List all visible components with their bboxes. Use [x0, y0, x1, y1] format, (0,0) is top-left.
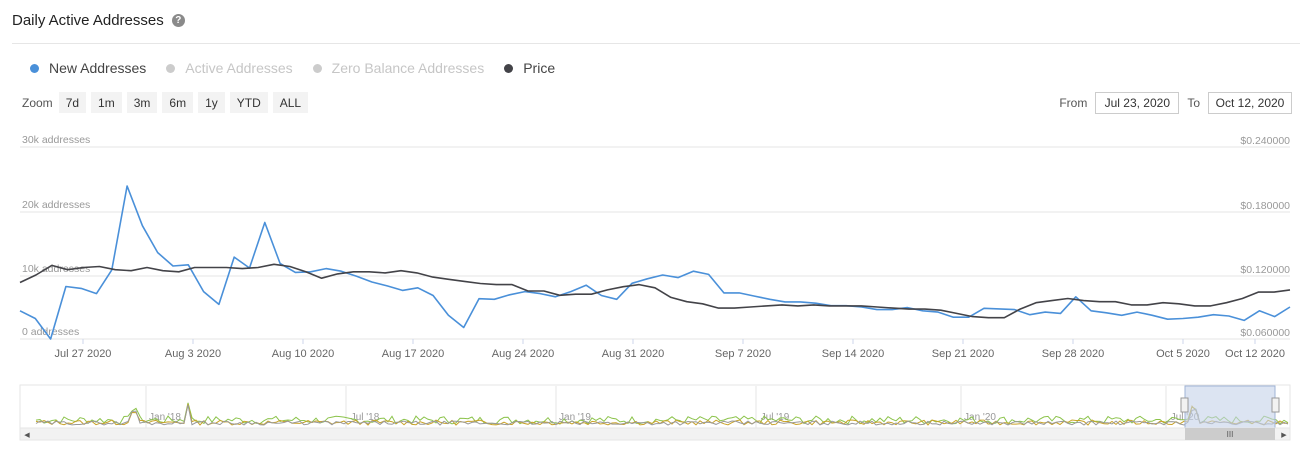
y-right-tick-label: $0.180000 — [1240, 200, 1290, 212]
navigator-left-handle[interactable] — [1180, 397, 1189, 413]
y-right-tick-label: $0.120000 — [1240, 264, 1290, 276]
y-right-tick-label: $0.060000 — [1240, 327, 1290, 339]
legend-dot — [30, 63, 39, 73]
legend-item-active-addresses[interactable]: Active Addresses — [166, 60, 293, 76]
legend-dot — [166, 63, 176, 73]
range-to-label: To — [1187, 96, 1200, 110]
y-left-tick-label: 0 addresses — [22, 326, 79, 338]
legend-item-zero-balance-addresses[interactable]: Zero Balance Addresses — [312, 60, 485, 76]
scroll-right-arrow-icon[interactable]: ▶ — [1281, 431, 1287, 439]
page-title: Daily Active Addresses — [12, 12, 164, 29]
legend-dot — [504, 63, 514, 73]
y-left-tick-label: 10k addresses — [22, 263, 90, 275]
zoom-all-button[interactable]: ALL — [272, 92, 309, 113]
x-tick-label: Oct 12 2020 — [1225, 348, 1285, 360]
zoom-ytd-button[interactable]: YTD — [229, 92, 268, 113]
navigator-right-handle[interactable] — [1271, 397, 1280, 413]
range-from-label: From — [1059, 96, 1088, 110]
navigator-scrollbar[interactable] — [19, 427, 1291, 441]
navigator-series-line — [35, 402, 1289, 425]
legend-label: Active Addresses — [185, 60, 293, 76]
navigator-label: Jan '19 — [559, 412, 591, 423]
scroll-thumb-grip: III — [1227, 430, 1234, 439]
legend-dot — [312, 63, 322, 73]
legend-item-new-addresses[interactable]: New Addresses — [30, 60, 146, 76]
navigator-label: Jul '20 — [1171, 412, 1200, 423]
main-chart[interactable]: 30k addresses 20k addresses 10k addresses 0… — [0, 0, 1312, 372]
x-tick-label: Aug 31 2020 — [602, 348, 664, 360]
title-row: Daily Active Addresses ? — [12, 12, 185, 29]
legend-label: Zero Balance Addresses — [331, 60, 485, 76]
x-tick-label: Sep 21 2020 — [932, 348, 994, 360]
range-to-input[interactable] — [1208, 92, 1292, 114]
range-from-input[interactable] — [1095, 92, 1180, 114]
navigator-label: Jul '18 — [351, 412, 380, 423]
x-tick-label: Sep 7 2020 — [715, 348, 771, 360]
zoom-6m-button[interactable]: 6m — [162, 92, 194, 113]
zoom-7d-button[interactable]: 7d — [58, 92, 87, 113]
zoom-controls: Zoom 7d 1m 3m 6m 1y YTD ALL — [22, 92, 313, 113]
y-axis-right: $0.240000 $0.180000 $0.120000 $0.060000 — [1240, 135, 1290, 339]
navigator-label: Jan '20 — [964, 412, 996, 423]
navigator-grid: Jan '18 Jul '18 Jan '19 Jul '19 Jan '20 Jul '… — [145, 386, 1200, 428]
chart-legend: New Addresses Active Addresses Zero Bala… — [30, 60, 575, 76]
navigator-series-line — [35, 403, 1289, 426]
y-right-tick-label: $0.240000 — [1240, 135, 1290, 147]
navigator-scroll-thumb[interactable] — [1185, 428, 1275, 440]
series-line-price — [19, 263, 1291, 319]
zoom-3m-button[interactable]: 3m — [126, 92, 158, 113]
chart-grid — [20, 146, 1290, 340]
x-tick-label: Aug 24 2020 — [492, 348, 554, 360]
navigator-series-line — [35, 404, 1289, 426]
navigator-frame — [19, 384, 1291, 429]
x-tick-label: Jul 27 2020 — [55, 348, 112, 360]
scroll-left-arrow-icon[interactable]: ◀ — [24, 431, 30, 439]
x-tick-label: Aug 17 2020 — [382, 348, 444, 360]
x-tick-label: Aug 10 2020 — [272, 348, 334, 360]
series-line-new-addresses — [19, 185, 1291, 340]
x-tick-label: Oct 5 2020 — [1156, 348, 1210, 360]
x-tick-label: Aug 3 2020 — [165, 348, 221, 360]
y-left-tick-label: 30k addresses — [22, 134, 90, 146]
date-range-controls: From To — [1059, 92, 1292, 114]
legend-label: New Addresses — [49, 60, 147, 76]
legend-label: Price — [523, 60, 556, 76]
zoom-label: Zoom — [22, 95, 53, 110]
series-lines — [19, 185, 1291, 340]
legend-item-price[interactable]: Price — [504, 60, 555, 76]
x-axis: Jul 27 2020 Aug 3 2020 Aug 10 2020 Aug 17 2… — [55, 339, 1285, 360]
x-tick-label: Sep 28 2020 — [1042, 348, 1104, 360]
y-axis-left: 30k addresses 20k addresses 10k addresses 0… — [22, 134, 90, 338]
navigator-label: Jul '19 — [761, 412, 790, 423]
title-divider — [12, 43, 1300, 44]
navigator-lines — [35, 402, 1289, 426]
help-icon[interactable]: ? — [171, 14, 185, 27]
y-left-tick-label: 20k addresses — [22, 199, 90, 211]
x-tick-label: Sep 14 2020 — [822, 348, 884, 360]
zoom-1y-button[interactable]: 1y — [198, 92, 225, 113]
zoom-1m-button[interactable]: 1m — [91, 92, 122, 113]
navigator-label: Jan '18 — [149, 412, 181, 423]
navigator-selection[interactable] — [1184, 385, 1276, 429]
